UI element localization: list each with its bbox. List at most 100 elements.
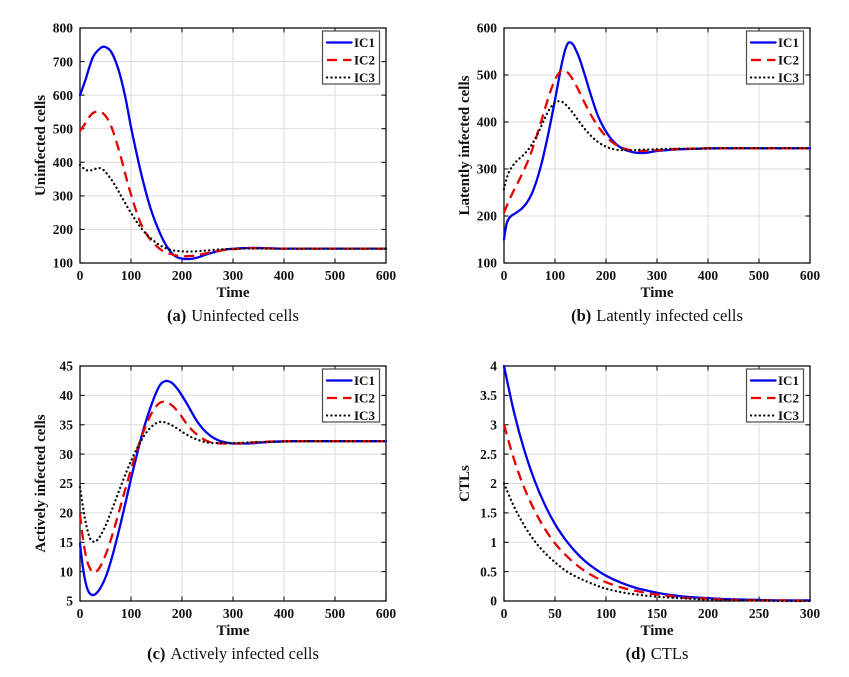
caption-tag: (c) bbox=[147, 644, 166, 663]
x-tick-label: 300 bbox=[223, 268, 244, 283]
series-IC3-line bbox=[502, 100, 812, 191]
legend-label-IC1: IC1 bbox=[778, 373, 799, 388]
y-tick-label: 25 bbox=[60, 476, 74, 491]
x-tick-label: 600 bbox=[376, 268, 397, 283]
y-tick-label: 15 bbox=[60, 535, 74, 550]
x-axis-label: Time bbox=[640, 623, 673, 639]
y-tick-label: 1 bbox=[490, 535, 497, 550]
subplot-b-chart: 0 100 200 300 400 500 600100200300400500600Tim… bbox=[457, 21, 821, 301]
x-tick-label: 300 bbox=[647, 268, 668, 283]
y-tick-label: 0 bbox=[490, 594, 497, 609]
x-tick-label: 100 bbox=[596, 606, 617, 621]
legend-label-IC1: IC1 bbox=[354, 35, 375, 50]
y-tick-label: 35 bbox=[60, 418, 74, 433]
y-tick-label: 100 bbox=[53, 256, 74, 271]
legend-box bbox=[321, 30, 381, 85]
y-axis-label: CTLs bbox=[457, 465, 473, 502]
x-tick-label: 400 bbox=[274, 268, 295, 283]
series-IC3-line bbox=[78, 420, 388, 543]
x-tick-label: 0 bbox=[501, 268, 508, 283]
x-tick-label: 250 bbox=[749, 606, 770, 621]
caption-text: Uninfected cells bbox=[191, 306, 299, 325]
y-tick-label: 5 bbox=[66, 594, 73, 609]
y-tick-label: 800 bbox=[53, 21, 74, 36]
caption-text: Actively infected cells bbox=[170, 644, 319, 663]
x-tick-label: 600 bbox=[376, 606, 397, 621]
x-tick-label: 200 bbox=[698, 606, 719, 621]
caption-tag: (d) bbox=[625, 644, 646, 663]
y-tick-label: 2 bbox=[490, 476, 497, 491]
y-tick-label: 30 bbox=[60, 447, 74, 462]
series-IC2-line bbox=[502, 69, 810, 214]
subplot-a: 0 100 200 300 400 500 600 100 200 300 400 500 600 700… bbox=[0, 0, 424, 338]
subplot-d: 0 50 100 150 200 250 300 0 0.5 1 1.5 2 2.5 3 3.5 4 Time C… bbox=[424, 338, 849, 677]
legend-box bbox=[745, 368, 805, 423]
y-axis-label: Uninfected cells bbox=[33, 95, 49, 196]
x-tick-label: 150 bbox=[647, 606, 668, 621]
x-tick-label: 200 bbox=[172, 606, 193, 621]
caption-text: CTLs bbox=[650, 644, 689, 663]
series-IC3-line bbox=[502, 482, 812, 603]
caption-tag: (b) bbox=[571, 306, 592, 325]
subplot-b-caption: (b) Latently infected cells bbox=[504, 306, 810, 326]
y-tick-label: 400 bbox=[477, 115, 498, 130]
y-tick-label: 20 bbox=[60, 506, 74, 521]
y-tick-label: 100 bbox=[477, 256, 498, 271]
x-axis-label: Time bbox=[216, 623, 249, 639]
legend-label-IC2: IC2 bbox=[778, 391, 799, 406]
subplot-a-caption: (a) Uninfected cells bbox=[80, 306, 386, 326]
y-tick-label: 45 bbox=[60, 359, 74, 374]
x-axis-label: Time bbox=[216, 285, 249, 301]
legend-label-IC1: IC1 bbox=[354, 373, 375, 388]
y-tick-label: 700 bbox=[53, 54, 74, 69]
x-axis-label: Time bbox=[640, 285, 673, 301]
subplot-c-chart: 0 100 200 300 400 500 600 5 10 15 20 25 30 35 40 45 Time… bbox=[33, 359, 397, 639]
subplot-c: 0 100 200 300 400 500 600 5 10 15 20 25 30 35 40 45 Time… bbox=[0, 338, 424, 677]
x-tick-label: 0 bbox=[501, 606, 508, 621]
x-tick-label: 500 bbox=[749, 268, 770, 283]
legend-label-IC3: IC3 bbox=[778, 70, 799, 85]
x-tick-label: 200 bbox=[596, 268, 617, 283]
legend-label-IC2: IC2 bbox=[354, 53, 375, 68]
y-tick-label: 300 bbox=[477, 162, 498, 177]
y-tick-label: 4 bbox=[490, 359, 497, 374]
legend-label-IC2: IC2 bbox=[778, 53, 799, 68]
x-tick-label: 0 bbox=[77, 268, 84, 283]
legend-label-IC3: IC3 bbox=[354, 408, 375, 423]
y-tick-label: 1.5 bbox=[480, 506, 497, 521]
series-IC2-line bbox=[502, 424, 811, 603]
x-tick-label: 300 bbox=[800, 606, 821, 621]
y-tick-label: 0.5 bbox=[480, 564, 497, 579]
x-tick-label: 100 bbox=[545, 268, 566, 283]
x-tick-label: 50 bbox=[548, 606, 562, 621]
y-tick-label: 3.5 bbox=[480, 388, 497, 403]
y-axis-label: Actively infected cells bbox=[33, 414, 49, 552]
x-tick-label: 200 bbox=[172, 268, 193, 283]
y-tick-label: 600 bbox=[477, 21, 498, 36]
legend-box bbox=[745, 30, 805, 85]
y-tick-label: 600 bbox=[53, 88, 74, 103]
caption-tag: (a) bbox=[167, 306, 187, 325]
series-IC1-line bbox=[78, 379, 388, 597]
legend-label-IC3: IC3 bbox=[354, 70, 375, 85]
x-tick-label: 600 bbox=[800, 268, 821, 283]
x-tick-label: 100 bbox=[121, 268, 142, 283]
x-tick-label: 0 bbox=[77, 606, 84, 621]
x-tick-label: 100 bbox=[121, 606, 142, 621]
x-tick-label: 400 bbox=[274, 606, 295, 621]
y-tick-label: 500 bbox=[53, 121, 74, 136]
subplot-d-caption: (d) CTLs bbox=[504, 644, 810, 664]
legend-label-IC2: IC2 bbox=[354, 391, 375, 406]
y-tick-label: 2.5 bbox=[480, 447, 497, 462]
y-tick-label: 3 bbox=[490, 418, 497, 433]
y-tick-label: 400 bbox=[53, 155, 74, 170]
caption-text: Latently infected cells bbox=[596, 306, 743, 325]
subplot-b: 0 100 200 300 400 500 600 100 200 300 400 500 600 Tim… bbox=[424, 0, 849, 338]
x-tick-label: 500 bbox=[325, 606, 346, 621]
y-tick-label: 10 bbox=[60, 564, 74, 579]
x-tick-label: 500 bbox=[325, 268, 346, 283]
x-tick-label: 400 bbox=[698, 268, 719, 283]
y-tick-label: 500 bbox=[477, 68, 498, 83]
y-tick-label: 200 bbox=[53, 222, 74, 237]
